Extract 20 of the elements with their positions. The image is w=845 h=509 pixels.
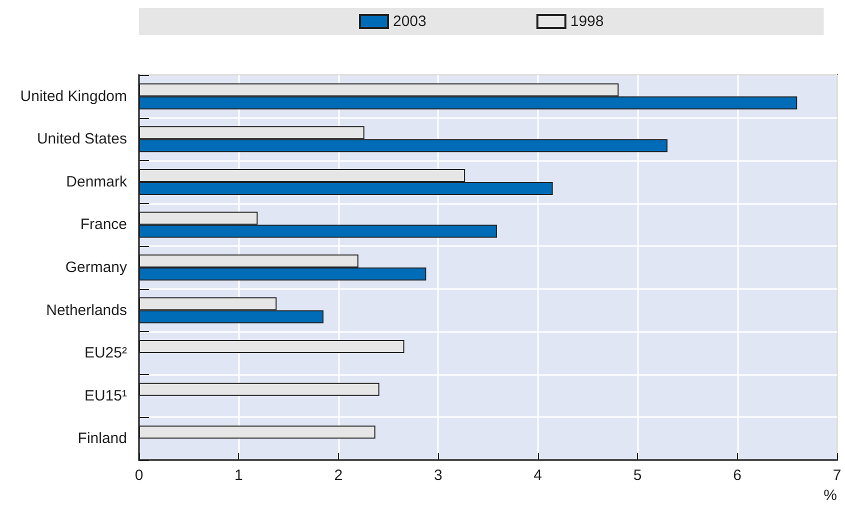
x-tick-label: 1 xyxy=(234,467,243,484)
x-tick-label: 3 xyxy=(434,467,442,484)
x-tick-label: 5 xyxy=(633,467,642,484)
y-tick-label: Finland xyxy=(78,430,127,448)
y-tick-label: Denmark xyxy=(66,173,128,190)
x-tick-label: 2 xyxy=(334,467,343,484)
y-tick-label: United States xyxy=(36,130,127,148)
y-tick-label: Germany xyxy=(65,259,128,276)
y-tick-label: EU15¹ xyxy=(84,387,127,404)
legend-label: 2003 xyxy=(393,13,426,30)
y-tick-label: EU25² xyxy=(84,344,127,362)
x-tick-label: 6 xyxy=(733,467,742,484)
y-tick-label: France xyxy=(80,216,127,234)
y-tick-label: United Kingdom xyxy=(20,88,127,105)
x-tick-label: 4 xyxy=(534,467,542,484)
x-tick-label: 0 xyxy=(134,467,144,484)
legend-label: 1998 xyxy=(570,13,604,30)
y-tick-label: Netherlands xyxy=(46,302,127,319)
x-axis-title: % xyxy=(824,487,837,504)
x-tick-label: 7 xyxy=(832,467,842,484)
